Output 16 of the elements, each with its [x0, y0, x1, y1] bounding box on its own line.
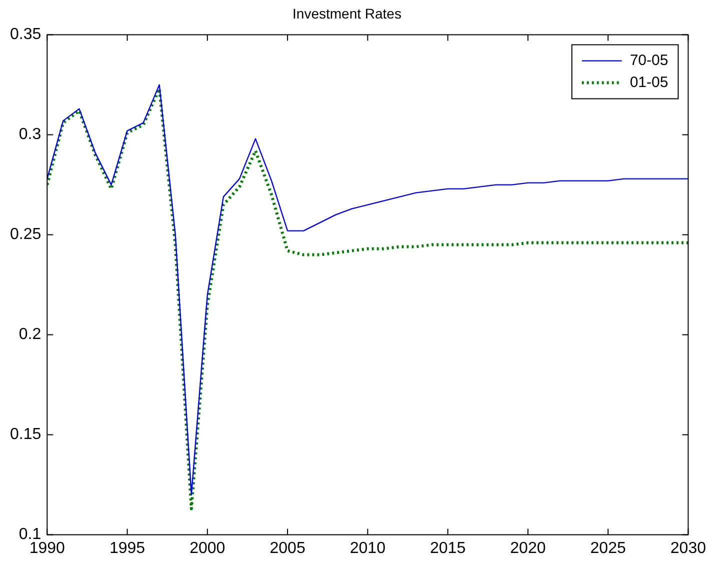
x-tick-label: 2030 [670, 540, 706, 557]
y-tick-label: 0.35 [10, 26, 42, 44]
x-tick-label: 2000 [190, 540, 226, 557]
legend-label: 01-05 [630, 74, 668, 91]
x-tick-label: 2015 [430, 540, 466, 557]
y-tick-label: 0.15 [10, 426, 42, 444]
y-tick-label: 0.2 [18, 326, 42, 344]
y-tick-label: 0.3 [18, 126, 42, 144]
x-tick-label: 2010 [350, 540, 386, 557]
y-tick-label: 0.25 [10, 226, 42, 244]
x-tick-label: 2020 [510, 540, 546, 557]
chart-title: Investment Rates [292, 5, 402, 22]
x-tick-label: 1995 [109, 540, 146, 557]
legend-label: 70-05 [630, 52, 668, 69]
x-tick-label: 2005 [270, 540, 306, 557]
x-tick-label: 2025 [590, 540, 626, 557]
